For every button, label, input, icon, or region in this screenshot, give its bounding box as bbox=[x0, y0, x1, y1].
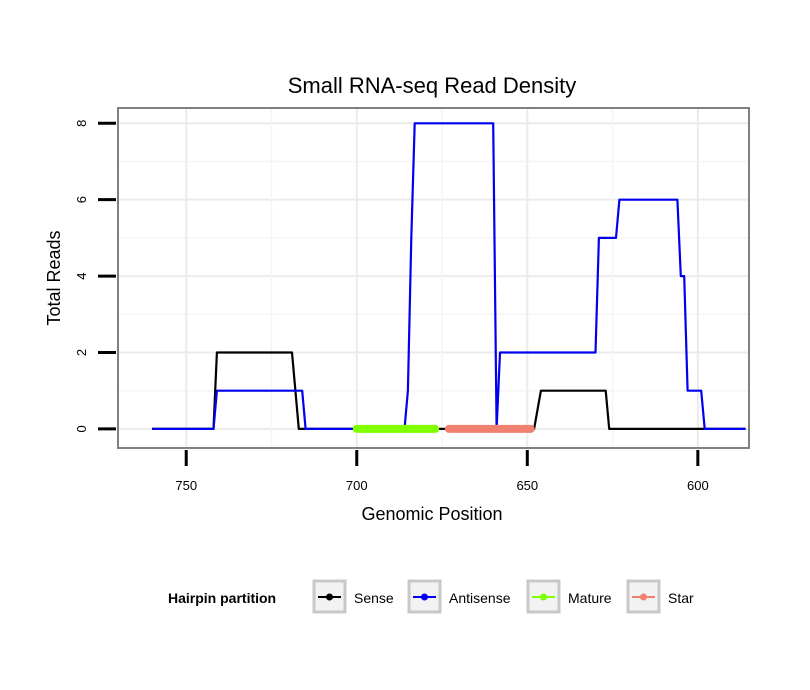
legend-label-star: Star bbox=[668, 590, 694, 606]
y-tick-label: 6 bbox=[74, 196, 89, 203]
y-axis-title: Total Reads bbox=[44, 230, 64, 325]
legend-key-dot bbox=[326, 593, 333, 601]
x-tick-label: 750 bbox=[175, 478, 197, 493]
legend-key-dot bbox=[421, 593, 428, 601]
y-tick-label: 2 bbox=[74, 349, 89, 356]
legend: Hairpin partition Sense Antisense Mature St… bbox=[168, 579, 694, 614]
x-tick-label: 600 bbox=[687, 478, 709, 493]
legend-label-sense: Sense bbox=[354, 590, 394, 606]
legend-key-dot bbox=[640, 593, 647, 601]
axes: 0 2 4 6 8 750 700 650 600 bbox=[74, 120, 709, 493]
legend-title: Hairpin partition bbox=[168, 590, 276, 606]
legend-key-dot bbox=[540, 593, 547, 601]
y-tick-label: 4 bbox=[74, 272, 89, 279]
x-tick-label: 700 bbox=[346, 478, 368, 493]
plot-border bbox=[117, 107, 750, 449]
legend-label-antisense: Antisense bbox=[449, 590, 511, 606]
series-line-antisense bbox=[152, 122, 746, 430]
series-layer bbox=[152, 122, 746, 433]
legend-label-mature: Mature bbox=[568, 590, 612, 606]
chart-title: Small RNA-seq Read Density bbox=[288, 73, 577, 98]
grid bbox=[118, 108, 749, 448]
x-tick-label: 650 bbox=[516, 478, 538, 493]
y-tick-label: 0 bbox=[74, 425, 89, 432]
y-tick-label: 8 bbox=[74, 120, 89, 127]
x-axis-title: Genomic Position bbox=[361, 504, 502, 524]
